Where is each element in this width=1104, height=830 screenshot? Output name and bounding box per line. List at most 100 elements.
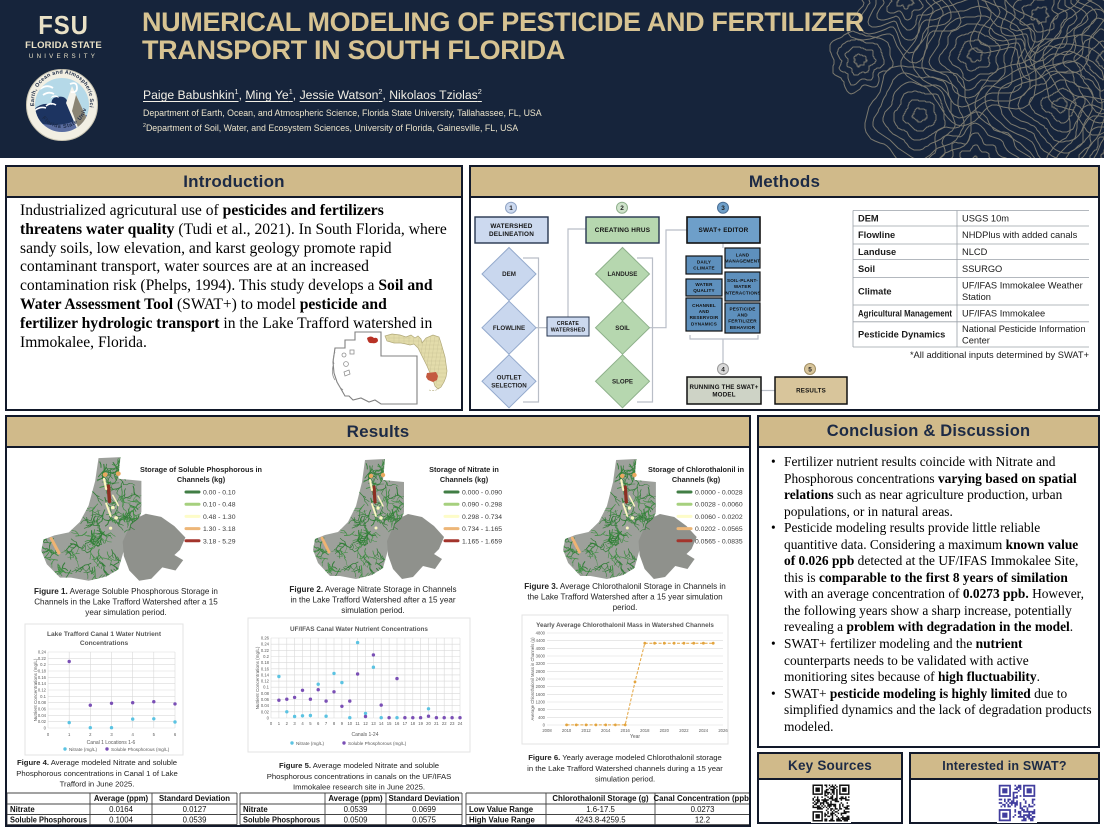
svg-text:Concentrations: Concentrations	[80, 640, 129, 647]
svg-text:year simulation period.: year simulation period.	[85, 608, 166, 617]
svg-text:2400: 2400	[536, 677, 546, 682]
svg-text:2010: 2010	[562, 728, 572, 733]
svg-text:Channels (kg): Channels (kg)	[440, 475, 489, 484]
svg-text:Landuse: Landuse	[858, 247, 896, 257]
svg-text:0: 0	[270, 721, 273, 726]
svg-text:WATER: WATER	[695, 282, 713, 287]
svg-text:period.: period.	[613, 603, 638, 612]
svg-text:0.22: 0.22	[261, 648, 270, 653]
svg-text:Figure 2. Average Nitrate Stor: Figure 2. Average Nitrate Storage in Cha…	[289, 585, 456, 594]
svg-text:2012: 2012	[581, 728, 591, 733]
svg-text:4: 4	[301, 721, 304, 726]
svg-text:AND: AND	[737, 313, 748, 318]
svg-text:2024: 2024	[699, 728, 709, 733]
svg-text:0.0509: 0.0509	[344, 815, 368, 824]
svg-text:0.10 - 0.48: 0.10 - 0.48	[203, 502, 236, 509]
svg-text:Agricultural Management: Agricultural Management	[858, 309, 952, 319]
svg-text:3600: 3600	[536, 654, 546, 659]
svg-text:2016: 2016	[621, 728, 631, 733]
svg-text:Immokalee research site in Jun: Immokalee research site in June 2025.	[293, 783, 425, 792]
svg-text:2000: 2000	[536, 684, 546, 689]
svg-text:22: 22	[442, 721, 447, 726]
svg-text:0.02: 0.02	[261, 709, 270, 714]
svg-text:Soluble Phosphorous: Soluble Phosphorous	[10, 815, 88, 824]
svg-text:Lake Trafford Canal 1 Water Nu: Lake Trafford Canal 1 Water Nutrient	[47, 631, 162, 638]
svg-text:2: 2	[286, 721, 289, 726]
svg-text:Average (ppm): Average (ppm)	[94, 794, 149, 803]
svg-text:in the Lake Trafford Watershed: in the Lake Trafford Watershed channels …	[527, 764, 723, 773]
svg-text:4243.8-4259.5: 4243.8-4259.5	[575, 815, 626, 824]
svg-text:MODEL: MODEL	[712, 392, 735, 399]
svg-text:Year: Year	[630, 734, 640, 740]
svg-text:0.12: 0.12	[38, 688, 47, 693]
svg-text:0.0202 - 0.0565: 0.0202 - 0.0565	[695, 526, 743, 533]
svg-text:SOIL: SOIL	[615, 325, 630, 332]
svg-text:Soil: Soil	[858, 264, 875, 274]
svg-text:Phosphorous concentrations in: Phosphorous concentrations in canals on …	[267, 772, 452, 781]
svg-text:12.2: 12.2	[695, 815, 710, 824]
svg-text:0.1004: 0.1004	[109, 815, 134, 824]
svg-text:UF/IFAS Canal Water Nutrient C: UF/IFAS Canal Water Nutrient Concentrati…	[290, 626, 428, 633]
svg-text:SSURGO: SSURGO	[962, 264, 1002, 274]
svg-text:simulation period.: simulation period.	[595, 775, 655, 784]
svg-text:Phosphorous concentrations in: Phosphorous concentrations in Canal 1 of…	[16, 769, 178, 778]
svg-text:Station: Station	[962, 292, 991, 302]
svg-text:11: 11	[355, 721, 360, 726]
svg-text:17: 17	[403, 721, 408, 726]
svg-text:0.1: 0.1	[40, 694, 46, 699]
svg-text:8: 8	[333, 721, 336, 726]
svg-text:Nitrate (mg/L): Nitrate (mg/L)	[69, 747, 98, 752]
svg-text:0.2: 0.2	[263, 654, 269, 659]
svg-text:SLOPE: SLOPE	[612, 379, 633, 386]
svg-text:simulation period.: simulation period.	[341, 606, 404, 615]
svg-text:20: 20	[426, 721, 431, 726]
svg-text:0.14: 0.14	[38, 681, 47, 686]
svg-text:0.48 - 1.30: 0.48 - 1.30	[203, 514, 236, 521]
svg-text:4400: 4400	[536, 638, 546, 643]
svg-text:Standard Deviation: Standard Deviation	[388, 794, 459, 803]
svg-text:2: 2	[89, 732, 92, 737]
svg-text:0.734 - 1.165: 0.734 - 1.165	[462, 526, 502, 533]
svg-text:0.24: 0.24	[38, 650, 47, 655]
svg-text:0: 0	[47, 732, 50, 737]
svg-text:0.16: 0.16	[261, 666, 270, 671]
svg-text:RESULTS: RESULTS	[796, 388, 826, 395]
svg-text:Trafford in June 2025.: Trafford in June 2025.	[60, 780, 135, 789]
svg-text:4000: 4000	[536, 646, 546, 651]
svg-text:Storage of Nitrate in: Storage of Nitrate in	[429, 465, 499, 474]
svg-text:Figure 1. Average Soluble Phos: Figure 1. Average Soluble Phosphorous St…	[34, 587, 218, 596]
svg-text:Nitrate: Nitrate	[10, 805, 35, 814]
svg-text:0: 0	[543, 723, 546, 728]
svg-text:Figure 5. Average modeled Nitr: Figure 5. Average modeled Nitrate and so…	[279, 761, 439, 770]
svg-text:2: 2	[620, 205, 624, 212]
svg-text:the Lake Trafford Watershed af: the Lake Trafford Watershed after a 15 y…	[527, 593, 722, 602]
svg-text:0.06: 0.06	[261, 697, 270, 702]
svg-text:Nitrate: Nitrate	[243, 805, 268, 814]
svg-text:Soluble Phosphorous: Soluble Phosphorous	[243, 815, 321, 824]
svg-text:0.0539: 0.0539	[344, 805, 368, 814]
svg-text:AND: AND	[699, 309, 710, 314]
svg-text:24: 24	[458, 721, 463, 726]
svg-text:9: 9	[341, 721, 344, 726]
svg-text:National Pesticide Information: National Pesticide Information	[962, 324, 1086, 334]
svg-text:Storage of Chlorothalonil in: Storage of Chlorothalonil in	[648, 465, 744, 474]
svg-text:*All additional inputs determi: *All additional inputs determined by SWA…	[910, 350, 1089, 360]
svg-text:4: 4	[132, 732, 135, 737]
svg-text:Pesticide Dynamics: Pesticide Dynamics	[858, 330, 945, 340]
svg-text:WATER: WATER	[734, 284, 752, 289]
svg-text:0.12: 0.12	[261, 679, 270, 684]
svg-text:2022: 2022	[679, 728, 689, 733]
svg-text:10: 10	[347, 721, 352, 726]
svg-text:High Value Range: High Value Range	[469, 815, 536, 824]
svg-text:Figure 6. Yearly average model: Figure 6. Yearly average modeled Chlorot…	[528, 753, 722, 762]
svg-text:LANDUSE: LANDUSE	[608, 271, 638, 278]
svg-text:Figure 4. Average modeled Nitr: Figure 4. Average modeled Nitrate and so…	[17, 758, 177, 767]
svg-text:UF/IFAS Immokalee Weather: UF/IFAS Immokalee Weather	[962, 281, 1083, 291]
svg-text:4: 4	[721, 366, 725, 373]
svg-text:NHDPlus with added canals: NHDPlus with added canals	[962, 230, 1078, 240]
svg-text:2020: 2020	[660, 728, 670, 733]
svg-text:3200: 3200	[536, 661, 546, 666]
svg-text:400: 400	[538, 715, 546, 720]
svg-text:16: 16	[395, 721, 400, 726]
svg-text:1.6-17.5: 1.6-17.5	[586, 805, 615, 814]
